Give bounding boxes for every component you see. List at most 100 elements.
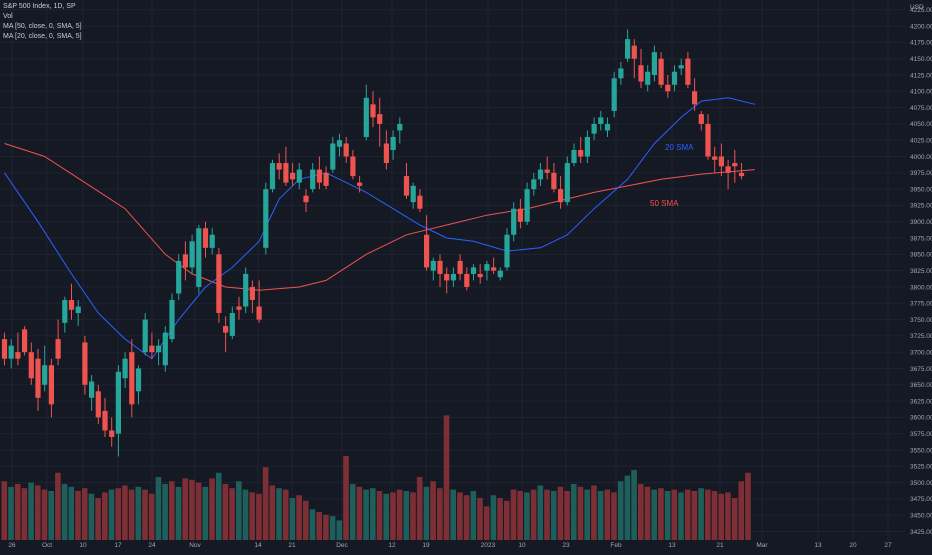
time-tick-label: 13 (668, 542, 676, 549)
candle-body (671, 71, 678, 85)
volume-bar (658, 488, 664, 540)
time-tick-label: 21 (288, 542, 296, 549)
legend-ma20[interactable]: MA [20, close, 0, SMA, 5] (3, 33, 82, 40)
volume-bar (550, 491, 557, 540)
candle-body (169, 300, 175, 340)
candles (1, 29, 745, 457)
candle-body (62, 300, 68, 323)
candle-body (712, 156, 718, 160)
candle (336, 133, 343, 157)
candle (631, 39, 637, 79)
candle (417, 189, 423, 212)
time-tick-label: Dec (336, 542, 348, 549)
candle-body (8, 345, 14, 359)
candle-body (437, 260, 443, 274)
candle-body (611, 78, 617, 111)
price-tick-label: 3600.00 (910, 415, 932, 422)
candle (1, 332, 8, 366)
volume-bar (148, 493, 155, 540)
candle (176, 254, 182, 300)
candle-body (263, 189, 269, 248)
candle (223, 316, 229, 353)
volume-bar (671, 489, 678, 540)
price-tick-label: 3775.00 (910, 301, 932, 308)
candle-body (48, 365, 54, 405)
candle-body (102, 410, 108, 431)
price-tick-label: 3975.00 (910, 170, 932, 177)
candle-body (685, 58, 691, 85)
candle-body (551, 172, 557, 190)
chart-annotations: 20 SMA 50 SMA (650, 143, 694, 208)
candle-body (424, 234, 430, 268)
candle-body (75, 306, 81, 314)
currency-label: USD (910, 4, 924, 11)
volume-bar (256, 493, 262, 540)
volume-bar (229, 488, 235, 540)
candle (182, 241, 188, 281)
time-tick-label: 10 (79, 542, 87, 549)
legend-symbol[interactable]: S&P 500 Index, 1D, SP (3, 3, 76, 10)
candle-body (410, 185, 416, 203)
price-tick-label: 3725.00 (910, 333, 932, 340)
price-tick-label: 3700.00 (910, 349, 932, 356)
candle-body (115, 371, 121, 434)
price-tick-label: 3625.00 (910, 398, 932, 405)
candle-body (558, 189, 564, 203)
volume-bar (236, 481, 242, 540)
volume-bar (450, 489, 456, 540)
candle (162, 326, 168, 372)
candle (95, 384, 101, 424)
candle (464, 267, 470, 291)
price-tick-label: 3525.00 (910, 464, 932, 471)
candle-body (229, 313, 235, 336)
candle-body (537, 169, 544, 180)
volume-bar (504, 500, 510, 540)
candle-body (296, 169, 302, 183)
price-tick-label: 4050.00 (910, 121, 932, 128)
candle (658, 52, 664, 89)
candle-body (189, 241, 195, 268)
candle (638, 48, 644, 89)
candle (42, 345, 48, 392)
candle (692, 78, 698, 111)
price-tick-label: 3550.00 (910, 447, 932, 454)
candle-body (430, 260, 436, 271)
candle-body (122, 358, 128, 379)
candle (135, 365, 142, 405)
volume-bar (731, 498, 738, 540)
candle-body (202, 228, 209, 248)
candle-body (383, 143, 389, 164)
price-tick-label: 3675.00 (910, 366, 932, 373)
candle-body (89, 381, 95, 398)
volume-bar (410, 492, 416, 540)
ma50-line-group (4, 143, 755, 291)
volume-bar (108, 489, 115, 540)
candle (598, 110, 604, 131)
candle (685, 52, 691, 89)
volume-bar (115, 488, 121, 540)
time-tick-label: 14 (254, 542, 262, 549)
candle-body (182, 254, 188, 268)
volume-bar (638, 484, 644, 540)
candle (377, 97, 383, 147)
price-tick-label: 4100.00 (910, 89, 932, 96)
candle (55, 319, 61, 366)
candle (343, 136, 349, 164)
legend-vol[interactable]: Vol (3, 13, 13, 20)
volume-bar (423, 486, 430, 540)
candle-body (310, 169, 316, 190)
volume-bar (738, 481, 745, 540)
price-tick-label: 3850.00 (910, 252, 932, 259)
volume-bar (577, 486, 584, 540)
candle (571, 143, 577, 167)
time-axis[interactable]: 26 Oct 10 17 24 Nov 14 21 Dec 12 19 2023 10 23 Feb 13 21… (8, 542, 892, 549)
candle (68, 283, 75, 320)
legend-ma50[interactable]: MA [50, close, 0, SMA, 5] (3, 23, 82, 30)
volume-bar (725, 492, 731, 540)
candle (357, 176, 363, 193)
candle (725, 159, 731, 190)
price-tick-label: 4075.00 (910, 105, 932, 112)
